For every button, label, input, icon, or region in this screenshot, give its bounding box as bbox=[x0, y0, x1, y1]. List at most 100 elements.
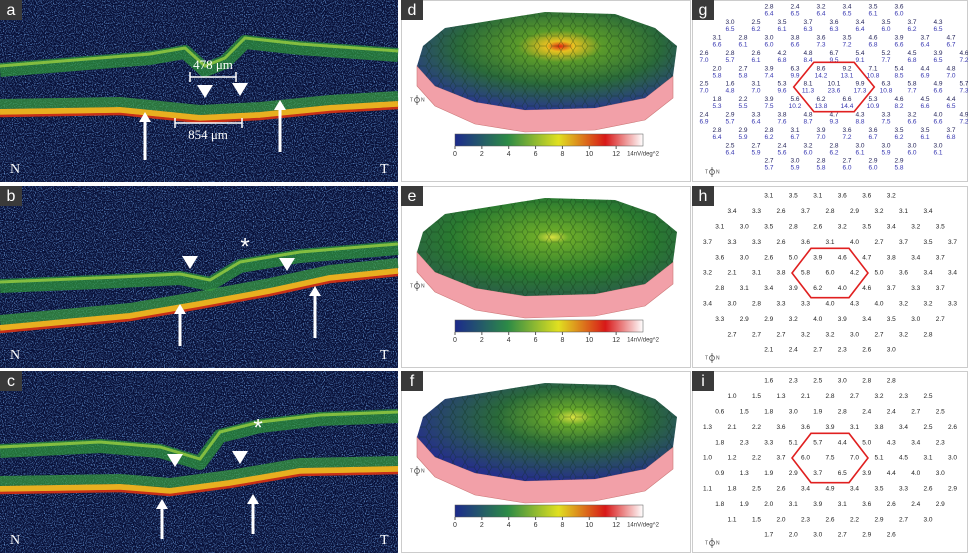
density-value: 6.0 bbox=[881, 26, 890, 33]
panel-label: g bbox=[699, 2, 708, 19]
response-value: 2.9 bbox=[740, 316, 749, 323]
response-value: 3.4 bbox=[899, 424, 908, 431]
density-value: 7.0 bbox=[946, 72, 955, 79]
amplitude-value: 3.6 bbox=[829, 19, 838, 26]
response-value: 4.3 bbox=[850, 301, 859, 308]
response-value: 3.7 bbox=[936, 254, 945, 261]
map-panel: 02468101214nV/deg^2TNf bbox=[401, 371, 691, 553]
response-value: 3.6 bbox=[838, 193, 847, 200]
response-value: 3.4 bbox=[850, 486, 859, 493]
amplitude-value: 3.3 bbox=[881, 112, 890, 119]
figure: aNT478 μm854 μmbNT*cNT*02468101214nV/deg… bbox=[0, 0, 968, 553]
amplitude-value: 10.1 bbox=[828, 81, 841, 88]
density-value: 6.5 bbox=[842, 11, 851, 18]
density-value: 6.8 bbox=[777, 57, 786, 64]
response-value: 4.7 bbox=[862, 254, 871, 261]
amplitude-value: 3.3 bbox=[751, 112, 760, 119]
density-value: 6.9 bbox=[699, 119, 708, 126]
response-value: 3.0 bbox=[838, 378, 847, 385]
density-value: 6.0 bbox=[907, 149, 916, 156]
amplitude-value: 2.8 bbox=[816, 158, 825, 165]
amplitude-value: 4.4 bbox=[946, 96, 955, 103]
response-value: 2.8 bbox=[752, 301, 761, 308]
density-value: 6.2 bbox=[764, 134, 773, 141]
nasal-label: N bbox=[10, 533, 20, 548]
response-value: 3.4 bbox=[923, 208, 932, 215]
grid-panel: 1.62.32.53.02.82.81.01.51.32.12.82.73.22… bbox=[692, 371, 968, 553]
response-value: 3.2 bbox=[899, 331, 908, 338]
density-value: 6.4 bbox=[751, 119, 760, 126]
response-value: 3.2 bbox=[911, 224, 920, 231]
response-value: 6.0 bbox=[825, 270, 834, 277]
amplitude-value: 3.7 bbox=[920, 35, 929, 42]
response-value: 2.7 bbox=[911, 409, 920, 416]
amplitude-value: 3.1 bbox=[790, 127, 799, 134]
amplitude-value: 7.1 bbox=[868, 65, 877, 72]
response-value: 3.1 bbox=[923, 455, 932, 462]
response-value: 3.3 bbox=[948, 301, 957, 308]
amplitude-value: 4.9 bbox=[959, 112, 968, 119]
response-value: 3.4 bbox=[948, 270, 957, 277]
response-value: 3.9 bbox=[813, 501, 822, 508]
compass-left: T bbox=[705, 355, 708, 361]
compass-left: T bbox=[705, 169, 708, 175]
oct-panel: cNT* bbox=[0, 371, 398, 553]
amplitude-value: 4.8 bbox=[803, 112, 812, 119]
response-value: 2.5 bbox=[923, 393, 932, 400]
response-value: 3.7 bbox=[887, 285, 896, 292]
density-value: 6.8 bbox=[946, 134, 955, 141]
density-value: 6.4 bbox=[920, 42, 929, 49]
amplitude-value: 3.7 bbox=[803, 19, 812, 26]
response-value: 2.7 bbox=[899, 516, 908, 523]
map-panel: 02468101214nV/deg^2TNe bbox=[401, 186, 691, 368]
nasal-label: N bbox=[10, 162, 20, 177]
response-value: 2.7 bbox=[874, 239, 883, 246]
compass-left: T bbox=[410, 468, 413, 474]
response-value: 2.3 bbox=[838, 347, 847, 354]
density-value: 6.4 bbox=[855, 26, 864, 33]
response-value: 3.5 bbox=[789, 193, 798, 200]
amplitude-value: 4.0 bbox=[933, 112, 942, 119]
density-value: 5.3 bbox=[712, 103, 721, 110]
response-value: 1.1 bbox=[703, 486, 712, 493]
density-value: 9.1 bbox=[855, 57, 864, 64]
response-value: 2.7 bbox=[838, 532, 847, 539]
response-value: 3.0 bbox=[813, 532, 822, 539]
response-value: 3.6 bbox=[801, 239, 810, 246]
amplitude-value: 3.5 bbox=[894, 127, 903, 134]
amplitude-value: 5.2 bbox=[881, 50, 890, 57]
colorbar-tick-label: 2 bbox=[480, 522, 484, 529]
compass-left: T bbox=[410, 97, 413, 103]
panel-label: i bbox=[701, 373, 705, 390]
response-value: 3.1 bbox=[752, 270, 761, 277]
response-value: 3.2 bbox=[874, 208, 883, 215]
response-value: 2.8 bbox=[825, 208, 834, 215]
amplitude-value: 3.8 bbox=[777, 112, 786, 119]
colorbar-unit: 14nV/deg^2 bbox=[627, 338, 660, 344]
density-value: 7.2 bbox=[842, 134, 851, 141]
response-value: 3.3 bbox=[752, 208, 761, 215]
response-value: 1.2 bbox=[727, 455, 736, 462]
panel-label: b bbox=[7, 188, 16, 205]
response-value: 3.3 bbox=[715, 316, 724, 323]
response-value: 1.5 bbox=[752, 393, 761, 400]
response-value: 2.9 bbox=[764, 316, 773, 323]
amplitude-value: 3.9 bbox=[764, 65, 773, 72]
response-value: 3.9 bbox=[862, 470, 871, 477]
density-value: 6.6 bbox=[894, 42, 903, 49]
density-value: 6.4 bbox=[725, 149, 734, 156]
amplitude-value: 3.9 bbox=[764, 96, 773, 103]
response-value: 2.9 bbox=[936, 501, 945, 508]
colorbar-tick-label: 6 bbox=[534, 522, 538, 529]
amplitude-value: 2.6 bbox=[751, 50, 760, 57]
amplitude-value: 4.2 bbox=[777, 50, 786, 57]
response-value: 3.8 bbox=[874, 424, 883, 431]
response-value: 3.9 bbox=[789, 285, 798, 292]
surface-map bbox=[417, 383, 677, 503]
response-value: 3.7 bbox=[801, 208, 810, 215]
response-value: 2.7 bbox=[752, 331, 761, 338]
response-value: 4.9 bbox=[825, 486, 834, 493]
density-value: 6.2 bbox=[829, 149, 838, 156]
amplitude-value: 2.7 bbox=[764, 158, 773, 165]
density-value: 6.8 bbox=[907, 57, 916, 64]
